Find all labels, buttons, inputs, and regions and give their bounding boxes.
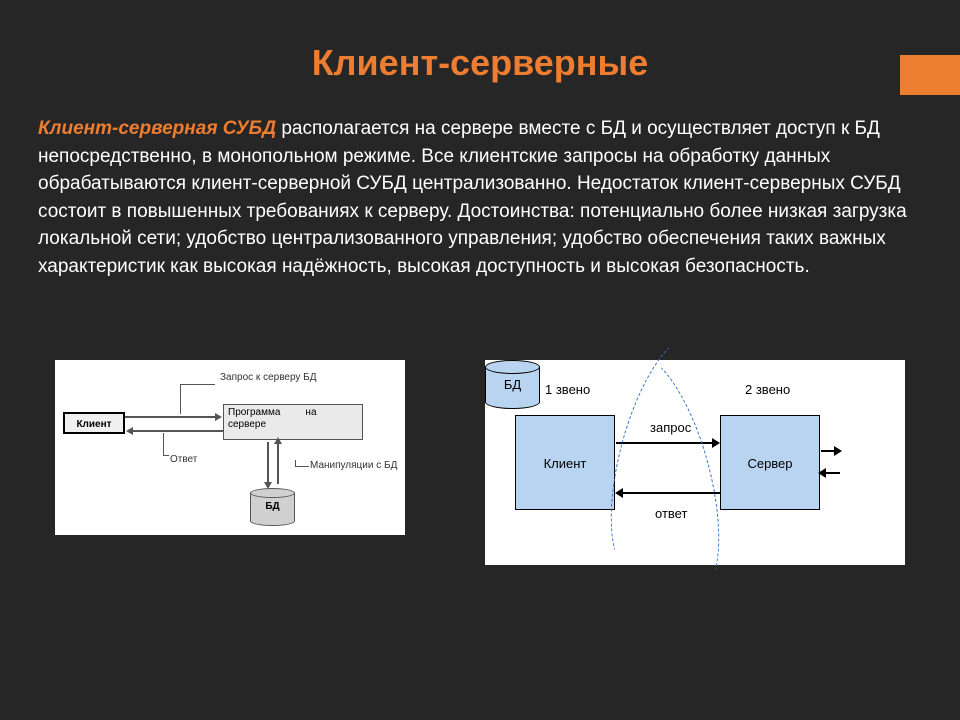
d1-label-request: Запрос к серверу БД [220,372,317,383]
slide-body: Клиент-серверная СУБД располагается на с… [38,115,918,280]
diagram-two-tier: 1 звено 2 звено Клиент Сервер БД запрос … [485,360,905,565]
d1-server-box: Программа на сервере [223,404,363,440]
d2-tier1-label: 1 звено [545,382,590,397]
d1-label-answer: Ответ [170,454,197,465]
d1-client-box: Клиент [63,412,125,434]
d2-server-box: Сервер [720,415,820,510]
diagrams-row: Клиент Программа на сервере БД Запрос к … [55,360,905,565]
slide-title: Клиент-серверные [0,42,960,84]
d1-server-l1: Программа [228,407,280,418]
d2-client-box: Клиент [515,415,615,510]
body-paragraph: располагается на сервере вместе с БД и о… [38,118,907,277]
d1-label-manip: Манипуляции с БД [310,460,397,471]
d1-server-l2: на [305,407,316,418]
d2-db-cylinder: БД [485,360,540,410]
d1-db-cylinder: БД [250,488,295,526]
diagram-client-server-db: Клиент Программа на сервере БД Запрос к … [55,360,405,535]
title-text: Клиент-серверные [312,42,649,83]
d1-server-l3: сервере [228,419,266,430]
lead-term: Клиент-серверная СУБД [38,118,276,139]
d2-tier2-label: 2 звено [745,382,790,397]
